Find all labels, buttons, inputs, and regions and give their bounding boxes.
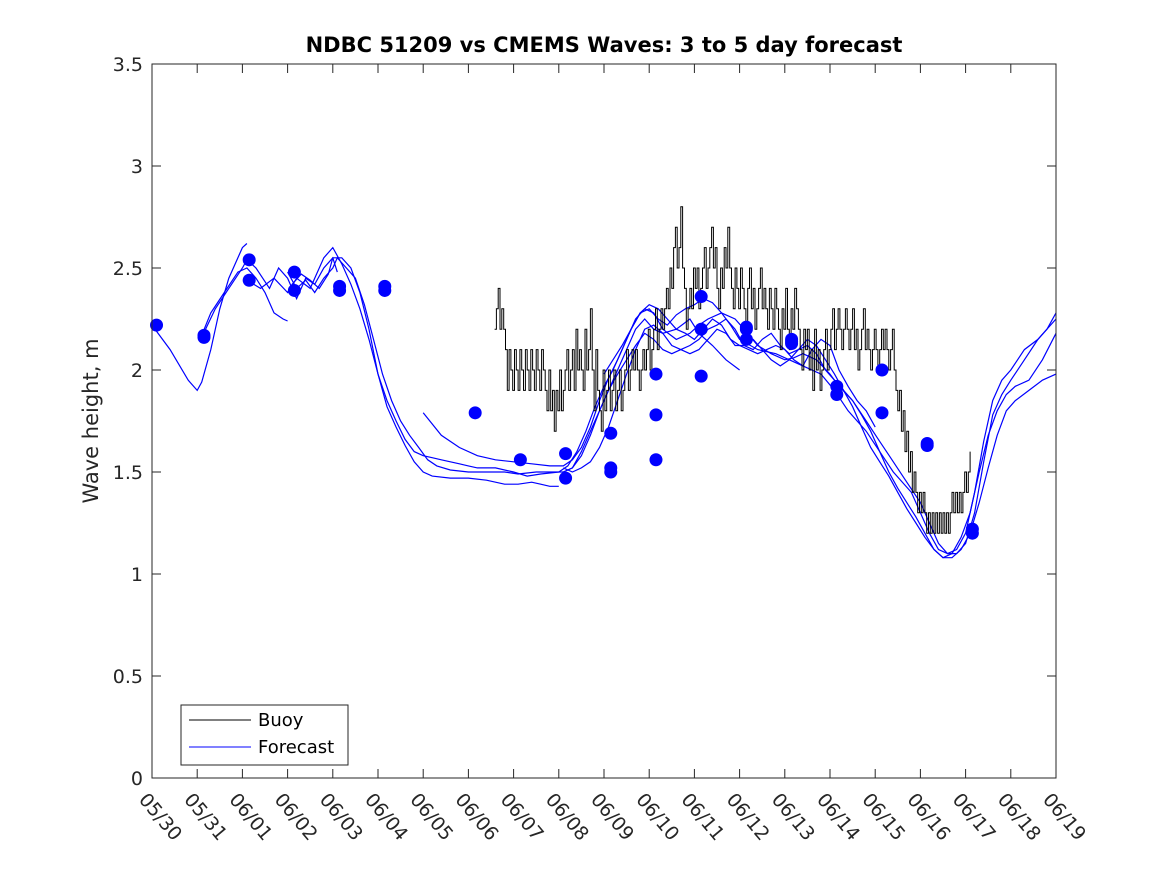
forecast-marker bbox=[694, 322, 708, 336]
plot-area bbox=[152, 64, 1056, 778]
forecast-marker bbox=[649, 408, 663, 422]
y-axis: 0 0.5 1 1.5 2 2.5 3 3.5 bbox=[113, 54, 1056, 790]
x-tick-label: 06/02 bbox=[270, 789, 322, 845]
forecast-series-line bbox=[287, 246, 1057, 555]
legend: Buoy Forecast bbox=[180, 704, 349, 766]
buoy-series-line bbox=[494, 206, 971, 534]
x-tick-label: 06/14 bbox=[812, 789, 864, 845]
forecast-marker bbox=[694, 290, 708, 304]
y-tick-label: 2.5 bbox=[113, 258, 143, 280]
forecast-marker bbox=[242, 253, 256, 267]
forecast-marker bbox=[559, 471, 573, 485]
forecast-marker bbox=[378, 283, 392, 297]
x-tick-label: 06/15 bbox=[857, 789, 909, 845]
x-tick-label: 05/30 bbox=[134, 789, 186, 845]
x-tick-label: 06/01 bbox=[225, 789, 277, 845]
x-tick-label: 06/07 bbox=[496, 789, 548, 845]
x-tick-label: 06/16 bbox=[903, 789, 955, 845]
x-tick-label: 06/08 bbox=[541, 789, 593, 845]
forecast-marker bbox=[739, 322, 753, 336]
x-tick-label: 06/03 bbox=[315, 789, 367, 845]
y-tick-label: 1 bbox=[131, 564, 143, 586]
y-axis-label: Wave height, m bbox=[79, 338, 103, 503]
x-tick-label: 06/04 bbox=[360, 789, 412, 845]
x-tick-label: 06/09 bbox=[586, 789, 638, 845]
x-tick-label: 05/31 bbox=[179, 789, 231, 845]
forecast-marker bbox=[694, 369, 708, 383]
y-tick-label: 0 bbox=[131, 768, 143, 790]
forecast-marker bbox=[785, 334, 799, 348]
forecast-series-line bbox=[201, 256, 338, 338]
forecast-marker bbox=[559, 447, 573, 461]
forecast-series-line bbox=[201, 267, 288, 336]
forecast-marker bbox=[875, 363, 889, 377]
x-tick-label: 06/12 bbox=[722, 789, 774, 845]
y-tick-label: 3.5 bbox=[113, 54, 143, 76]
forecast-marker bbox=[920, 438, 934, 452]
forecast-marker bbox=[150, 318, 164, 332]
forecast-marker bbox=[287, 283, 301, 297]
forecast-series-line bbox=[563, 318, 1057, 559]
x-tick-label: 06/05 bbox=[405, 789, 457, 845]
y-tick-label: 2 bbox=[131, 360, 143, 382]
y-tick-label: 3 bbox=[131, 156, 143, 178]
forecast-series-line bbox=[563, 324, 1057, 559]
forecast-marker bbox=[197, 330, 211, 344]
forecast-marker bbox=[242, 273, 256, 287]
x-tick-label: 06/06 bbox=[451, 789, 503, 845]
y-tick-label: 1.5 bbox=[113, 462, 143, 484]
marker-layer bbox=[150, 253, 979, 540]
forecast-series-line bbox=[151, 243, 248, 392]
chart-title: NDBC 51209 vs CMEMS Waves: 3 to 5 day fo… bbox=[306, 33, 903, 57]
forecast-marker bbox=[468, 406, 482, 420]
forecast-marker bbox=[875, 406, 889, 420]
forecast-marker bbox=[604, 465, 618, 479]
legend-buoy-label: Buoy bbox=[258, 710, 304, 731]
forecast-marker bbox=[830, 387, 844, 401]
x-tick-label: 06/18 bbox=[993, 789, 1045, 845]
forecast-marker bbox=[649, 367, 663, 381]
forecast-marker bbox=[604, 426, 618, 440]
forecast-series-line bbox=[603, 303, 876, 428]
x-tick-label: 06/11 bbox=[677, 789, 729, 845]
legend-box bbox=[180, 704, 349, 766]
x-tick-label: 06/10 bbox=[631, 789, 683, 845]
forecast-marker bbox=[965, 526, 979, 540]
forecast-marker bbox=[649, 453, 663, 467]
x-tick-label: 06/19 bbox=[1038, 789, 1090, 845]
x-tick-label: 06/13 bbox=[767, 789, 819, 845]
forecast-marker bbox=[513, 453, 527, 467]
legend-forecast-label: Forecast bbox=[258, 737, 334, 758]
x-tick-label: 06/17 bbox=[948, 789, 1000, 845]
forecast-marker bbox=[739, 332, 753, 346]
y-tick-label: 0.5 bbox=[113, 666, 143, 688]
forecast-marker bbox=[333, 283, 347, 297]
forecast-marker bbox=[287, 265, 301, 279]
